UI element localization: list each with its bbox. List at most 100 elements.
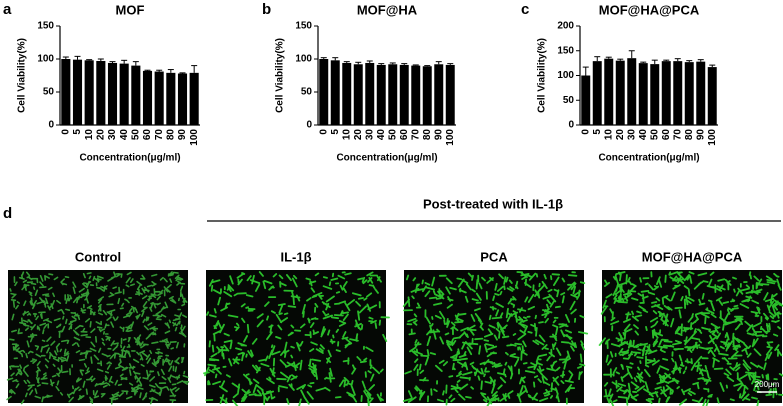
bar <box>673 61 683 125</box>
x-tick-label: 60 <box>142 129 153 141</box>
x-tick-label: 70 <box>672 129 683 141</box>
bar <box>615 60 625 125</box>
error-bar <box>74 55 81 60</box>
x-tick-label: 30 <box>626 129 637 141</box>
error-bar <box>447 63 454 65</box>
error-bar <box>709 64 716 68</box>
y-tick-label: 0 <box>48 120 54 131</box>
error-bar <box>674 58 681 62</box>
x-tick-label: 80 <box>422 129 433 141</box>
error-bar <box>156 69 163 72</box>
error-bar <box>343 61 350 63</box>
bar <box>342 62 352 125</box>
x-tick-label: 50 <box>130 129 141 141</box>
x-tick-label: 20 <box>95 129 106 141</box>
y-axis-label: Cell Viability(%) <box>537 38 548 113</box>
y-tick-label: 50 <box>301 87 313 98</box>
y-tick-label: 50 <box>43 87 55 98</box>
bar <box>166 72 176 125</box>
bar <box>604 58 614 125</box>
x-tick-label: 20 <box>615 129 626 141</box>
bar <box>592 61 602 125</box>
bar <box>72 59 83 125</box>
bar <box>376 64 386 125</box>
cells <box>598 271 783 406</box>
bar <box>696 61 706 125</box>
micrograph <box>203 270 390 406</box>
panel-letter: b <box>262 1 271 18</box>
bar <box>353 64 363 125</box>
x-tick-label: 70 <box>154 129 165 141</box>
error-bar <box>320 57 327 59</box>
image-title: Control <box>75 249 121 264</box>
bar <box>177 73 188 125</box>
cells <box>203 271 390 406</box>
bar <box>365 62 375 125</box>
x-tick-label: 10 <box>341 129 352 141</box>
bar <box>154 71 164 125</box>
bar <box>650 64 660 125</box>
y-tick-label: 150 <box>37 21 54 32</box>
error-bar <box>191 65 198 73</box>
y-tick-label: 50 <box>563 95 575 106</box>
error-bar <box>412 64 419 66</box>
bar <box>445 64 455 125</box>
micrograph <box>6 270 190 405</box>
x-axis-label: Concentration(μg/ml) <box>79 153 180 164</box>
bar <box>142 70 153 125</box>
error-bar <box>605 56 612 59</box>
panel-letter: a <box>3 1 12 18</box>
bar <box>581 75 591 125</box>
bar <box>319 59 329 125</box>
error-bar <box>663 59 670 62</box>
error-bar <box>332 57 339 61</box>
y-tick-label: 0 <box>306 120 312 131</box>
bar <box>119 63 129 125</box>
bar <box>707 67 717 125</box>
error-bar <box>97 58 104 61</box>
x-tick-label: 30 <box>364 129 375 141</box>
y-tick-label: 100 <box>557 70 574 81</box>
bar <box>84 60 94 125</box>
y-tick-label: 200 <box>557 21 574 32</box>
bar <box>330 60 340 125</box>
scale-bar-label: 200μm <box>755 380 780 389</box>
y-tick-label: 150 <box>295 21 312 32</box>
x-tick-label: 60 <box>661 129 672 141</box>
bar <box>399 64 409 125</box>
error-bar <box>366 60 373 63</box>
error-bar <box>617 58 624 61</box>
x-tick-label: 10 <box>603 129 614 141</box>
y-tick-label: 100 <box>37 54 54 65</box>
x-tick-label: 100 <box>707 129 718 146</box>
x-tick-label: 0 <box>60 129 71 135</box>
error-bar <box>355 61 362 65</box>
image-title: PCA <box>480 249 508 264</box>
error-bar <box>62 56 69 59</box>
bar <box>189 72 199 125</box>
bar <box>638 63 648 125</box>
x-tick-label: 50 <box>387 129 398 141</box>
chart-title: MOF <box>116 2 145 17</box>
image-title: MOF@HA@PCA <box>642 249 743 264</box>
x-axis-label: Concentration(μg/ml) <box>336 153 437 164</box>
error-bar <box>640 61 647 64</box>
x-tick-label: 90 <box>695 129 706 141</box>
error-bar <box>378 63 385 65</box>
x-axis-label: Concentration(μg/ml) <box>598 153 699 164</box>
micrograph <box>402 270 589 406</box>
x-tick-label: 30 <box>107 129 118 141</box>
y-tick-label: 0 <box>568 120 574 131</box>
x-tick-label: 40 <box>638 129 649 141</box>
bar <box>434 64 444 125</box>
error-bar <box>121 59 128 64</box>
x-tick-label: 40 <box>376 129 387 141</box>
x-tick-label: 80 <box>165 129 176 141</box>
x-tick-label: 60 <box>399 129 410 141</box>
panel-letter: c <box>521 1 529 18</box>
bar <box>96 60 106 126</box>
panel-letter: d <box>3 205 12 222</box>
error-bar <box>389 62 396 65</box>
bar <box>661 61 671 125</box>
x-tick-label: 80 <box>684 129 695 141</box>
